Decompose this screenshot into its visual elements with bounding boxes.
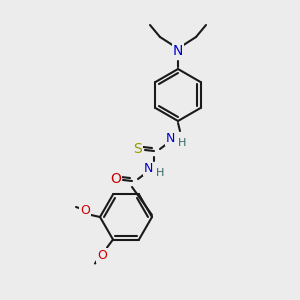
- Text: N: N: [143, 163, 153, 176]
- Text: O: O: [97, 249, 107, 262]
- Text: S: S: [134, 142, 142, 156]
- Text: H: H: [178, 138, 186, 148]
- Text: N: N: [173, 44, 183, 58]
- Text: N: N: [165, 133, 175, 146]
- Text: H: H: [156, 168, 164, 178]
- Text: O: O: [111, 172, 122, 186]
- Text: O: O: [80, 205, 90, 218]
